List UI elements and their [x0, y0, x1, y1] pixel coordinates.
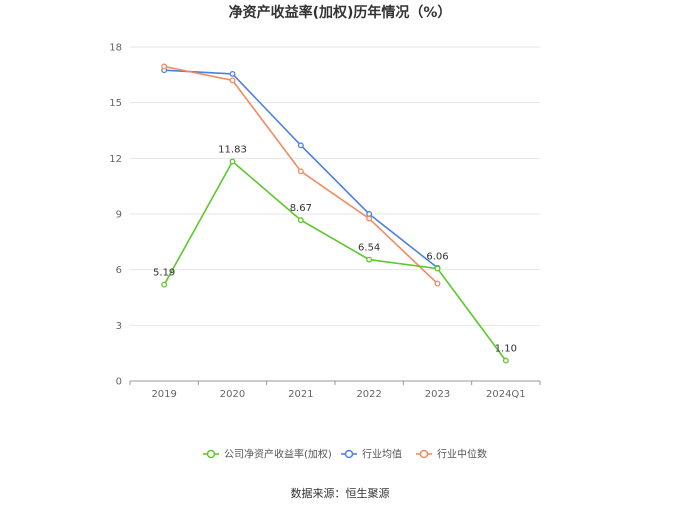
data-point: [366, 256, 373, 263]
legend-item-1: 行业均值: [341, 448, 402, 461]
legend-swatch-marker: [419, 449, 429, 459]
series-line-2: [164, 65, 439, 285]
y-tick-label: 15: [109, 98, 122, 109]
data-point: [229, 77, 236, 84]
y-tick-label: 6: [116, 265, 122, 276]
x-tick-label: 2020: [220, 389, 245, 400]
y-tick-label: 9: [116, 210, 122, 221]
x-tick-label: 2022: [356, 389, 381, 400]
data-label: 1.10: [495, 344, 517, 355]
series-layer: [161, 63, 509, 364]
legend: 公司净资产收益率(加权) 行业均值 行业中位数: [203, 448, 487, 461]
legend-swatch-marker: [206, 449, 216, 459]
data-label: 5.19: [153, 268, 175, 279]
legend-item-2: 行业中位数: [416, 448, 487, 461]
data-label: 6.06: [426, 252, 448, 263]
data-point: [366, 215, 373, 222]
data-label: 11.83: [218, 144, 247, 155]
legend-swatch-marker: [344, 449, 354, 459]
data-point: [297, 217, 304, 224]
data-point: [502, 357, 509, 364]
y-tick-label: 18: [109, 43, 122, 54]
legend-label: 行业均值: [362, 448, 402, 461]
y-tick-label: 12: [109, 154, 122, 165]
data-point: [297, 168, 304, 175]
data-point: [434, 265, 441, 272]
y-tick-label: 3: [116, 321, 122, 332]
data-point: [366, 211, 373, 217]
data-label-layer: 5.19 11.83 8.67 6.54 6.06 1.10: [153, 144, 517, 354]
data-label: 6.54: [358, 243, 380, 254]
grid-layer: [130, 46, 540, 326]
y-tick-label: 0: [116, 377, 122, 388]
data-source-note: 数据来源：恒生聚源: [291, 486, 390, 500]
data-point: [161, 63, 168, 70]
legend-label: 行业中位数: [437, 448, 487, 461]
data-point: [229, 70, 236, 77]
x-tick-label: 2019: [151, 389, 176, 400]
x-tick-label: 2023: [425, 389, 450, 400]
x-tick-label: 2021: [288, 389, 313, 400]
legend-item-0: 公司净资产收益率(加权): [203, 448, 332, 461]
chart-title: 净资产收益率(加权)历年情况（%）: [229, 4, 452, 21]
legend-label: 公司净资产收益率(加权): [224, 448, 332, 461]
data-point: [297, 142, 304, 149]
series-line-0: [163, 160, 507, 362]
data-point: [161, 281, 168, 288]
x-tick-label: 2024Q1: [486, 389, 526, 400]
data-label: 8.67: [290, 203, 312, 214]
data-point: [229, 158, 236, 165]
axis-layer: 0 3 6 9 12 15 18 2019 2020 2021 2022 2023 2024Q1: [109, 43, 541, 400]
data-point: [434, 280, 441, 287]
